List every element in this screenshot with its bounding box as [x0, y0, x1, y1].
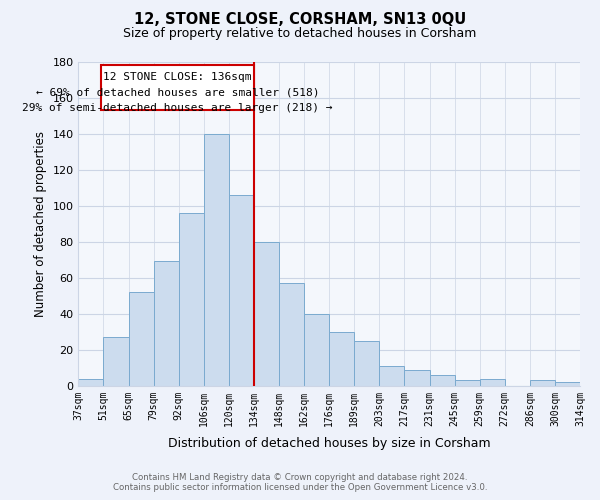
Bar: [79, 378, 103, 386]
X-axis label: Distribution of detached houses by size in Corsham: Distribution of detached houses by size …: [168, 437, 491, 450]
Bar: [354, 340, 379, 386]
Bar: [103, 337, 128, 386]
Text: ← 69% of detached houses are smaller (518): ← 69% of detached houses are smaller (51…: [36, 88, 319, 98]
Bar: [179, 213, 204, 386]
Bar: [555, 382, 580, 386]
Bar: [455, 380, 479, 386]
Text: Size of property relative to detached houses in Corsham: Size of property relative to detached ho…: [124, 28, 476, 40]
Bar: [329, 332, 354, 386]
Text: 12 STONE CLOSE: 136sqm: 12 STONE CLOSE: 136sqm: [103, 72, 252, 83]
Bar: [279, 283, 304, 386]
Bar: [154, 262, 179, 386]
Bar: [304, 314, 329, 386]
Bar: [530, 380, 555, 386]
Bar: [204, 134, 229, 386]
Bar: [128, 292, 154, 386]
Text: 12, STONE CLOSE, CORSHAM, SN13 0QU: 12, STONE CLOSE, CORSHAM, SN13 0QU: [134, 12, 466, 28]
Text: Contains HM Land Registry data © Crown copyright and database right 2024.
Contai: Contains HM Land Registry data © Crown c…: [113, 473, 487, 492]
Text: 29% of semi-detached houses are larger (218) →: 29% of semi-detached houses are larger (…: [22, 103, 333, 113]
Bar: [254, 242, 279, 386]
Bar: [404, 370, 430, 386]
FancyBboxPatch shape: [101, 65, 254, 110]
Bar: [229, 195, 254, 386]
Bar: [379, 366, 404, 386]
Y-axis label: Number of detached properties: Number of detached properties: [34, 130, 47, 316]
Bar: [479, 378, 505, 386]
Bar: [430, 375, 455, 386]
